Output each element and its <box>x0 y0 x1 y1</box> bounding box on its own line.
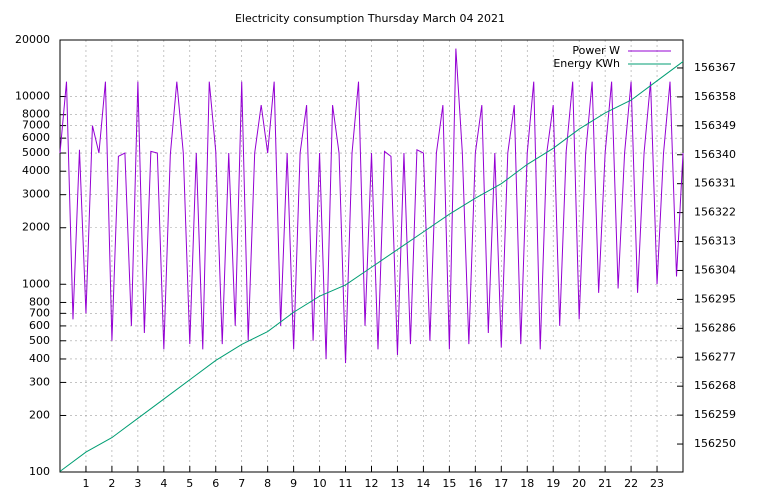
plot-frame <box>59 39 684 473</box>
y-tick-label: 1000 <box>22 277 50 290</box>
x-tick-label: 22 <box>624 477 638 490</box>
x-tick-label: 12 <box>365 477 379 490</box>
y2-tick-label: 156259 <box>694 408 736 421</box>
y-tick-label: 400 <box>29 352 50 365</box>
y2-tick-label: 156304 <box>694 263 736 276</box>
y-tick-label: 700 <box>29 306 50 319</box>
y2-tick-label: 156295 <box>694 292 736 305</box>
x-tick-label: 4 <box>160 477 167 490</box>
x-tick-label: 11 <box>339 477 353 490</box>
x-tick-label: 20 <box>572 477 586 490</box>
x-tick-label: 19 <box>546 477 560 490</box>
x-tick-label: 9 <box>290 477 297 490</box>
y2-tick-label: 156250 <box>694 437 736 450</box>
legend-label: Energy KWh <box>553 57 620 70</box>
y-tick-label: 100 <box>29 465 50 478</box>
y2-tick-label: 156322 <box>694 206 736 219</box>
x-tick-label: 17 <box>494 477 508 490</box>
y-tick-label: 800 <box>29 295 50 308</box>
y-tick-label: 600 <box>29 319 50 332</box>
x-tick-label: 13 <box>390 477 404 490</box>
y-tick-label: 200 <box>29 408 50 421</box>
x-tick-label: 6 <box>212 477 219 490</box>
x-tick-label: 23 <box>650 477 664 490</box>
y-tick-label: 300 <box>29 375 50 388</box>
y2-tick-label: 156349 <box>694 119 736 132</box>
legend-label: Power W <box>572 44 620 57</box>
x-tick-label: 1 <box>82 477 89 490</box>
x-tick-label: 16 <box>468 477 482 490</box>
y2-tick-label: 156358 <box>694 90 736 103</box>
y2-tick-label: 156268 <box>694 379 736 392</box>
x-tick-label: 10 <box>313 477 327 490</box>
y-tick-label: 2000 <box>22 221 50 234</box>
y2-tick-label: 156286 <box>694 321 736 334</box>
x-tick-label: 15 <box>442 477 456 490</box>
x-tick-label: 3 <box>134 477 141 490</box>
y2-tick-label: 156331 <box>694 177 736 190</box>
x-tick-label: 21 <box>598 477 612 490</box>
y-tick-label: 10000 <box>15 90 50 103</box>
y-tick-label: 6000 <box>22 131 50 144</box>
x-tick-label: 8 <box>264 477 271 490</box>
series-line <box>59 48 684 364</box>
y2-tick-label: 156277 <box>694 350 736 363</box>
y2-tick-label: 156367 <box>694 61 736 74</box>
x-tick-label: 18 <box>520 477 534 490</box>
x-tick-label: 2 <box>108 477 115 490</box>
y2-tick-label: 156340 <box>694 148 736 161</box>
y-tick-label: 8000 <box>22 108 50 121</box>
y-tick-label: 7000 <box>22 119 50 132</box>
x-tick-label: 7 <box>238 477 245 490</box>
y2-tick-label: 156313 <box>694 235 736 248</box>
x-tick-label: 14 <box>416 477 430 490</box>
y-tick-label: 3000 <box>22 188 50 201</box>
chart-title: Electricity consumption Thursday March 0… <box>235 12 505 25</box>
y-tick-label: 500 <box>29 334 50 347</box>
series-line <box>59 61 684 472</box>
y-tick-label: 4000 <box>22 164 50 177</box>
x-tick-label: 5 <box>186 477 193 490</box>
y-tick-label: 5000 <box>22 146 50 159</box>
y-tick-label: 20000 <box>15 33 50 46</box>
